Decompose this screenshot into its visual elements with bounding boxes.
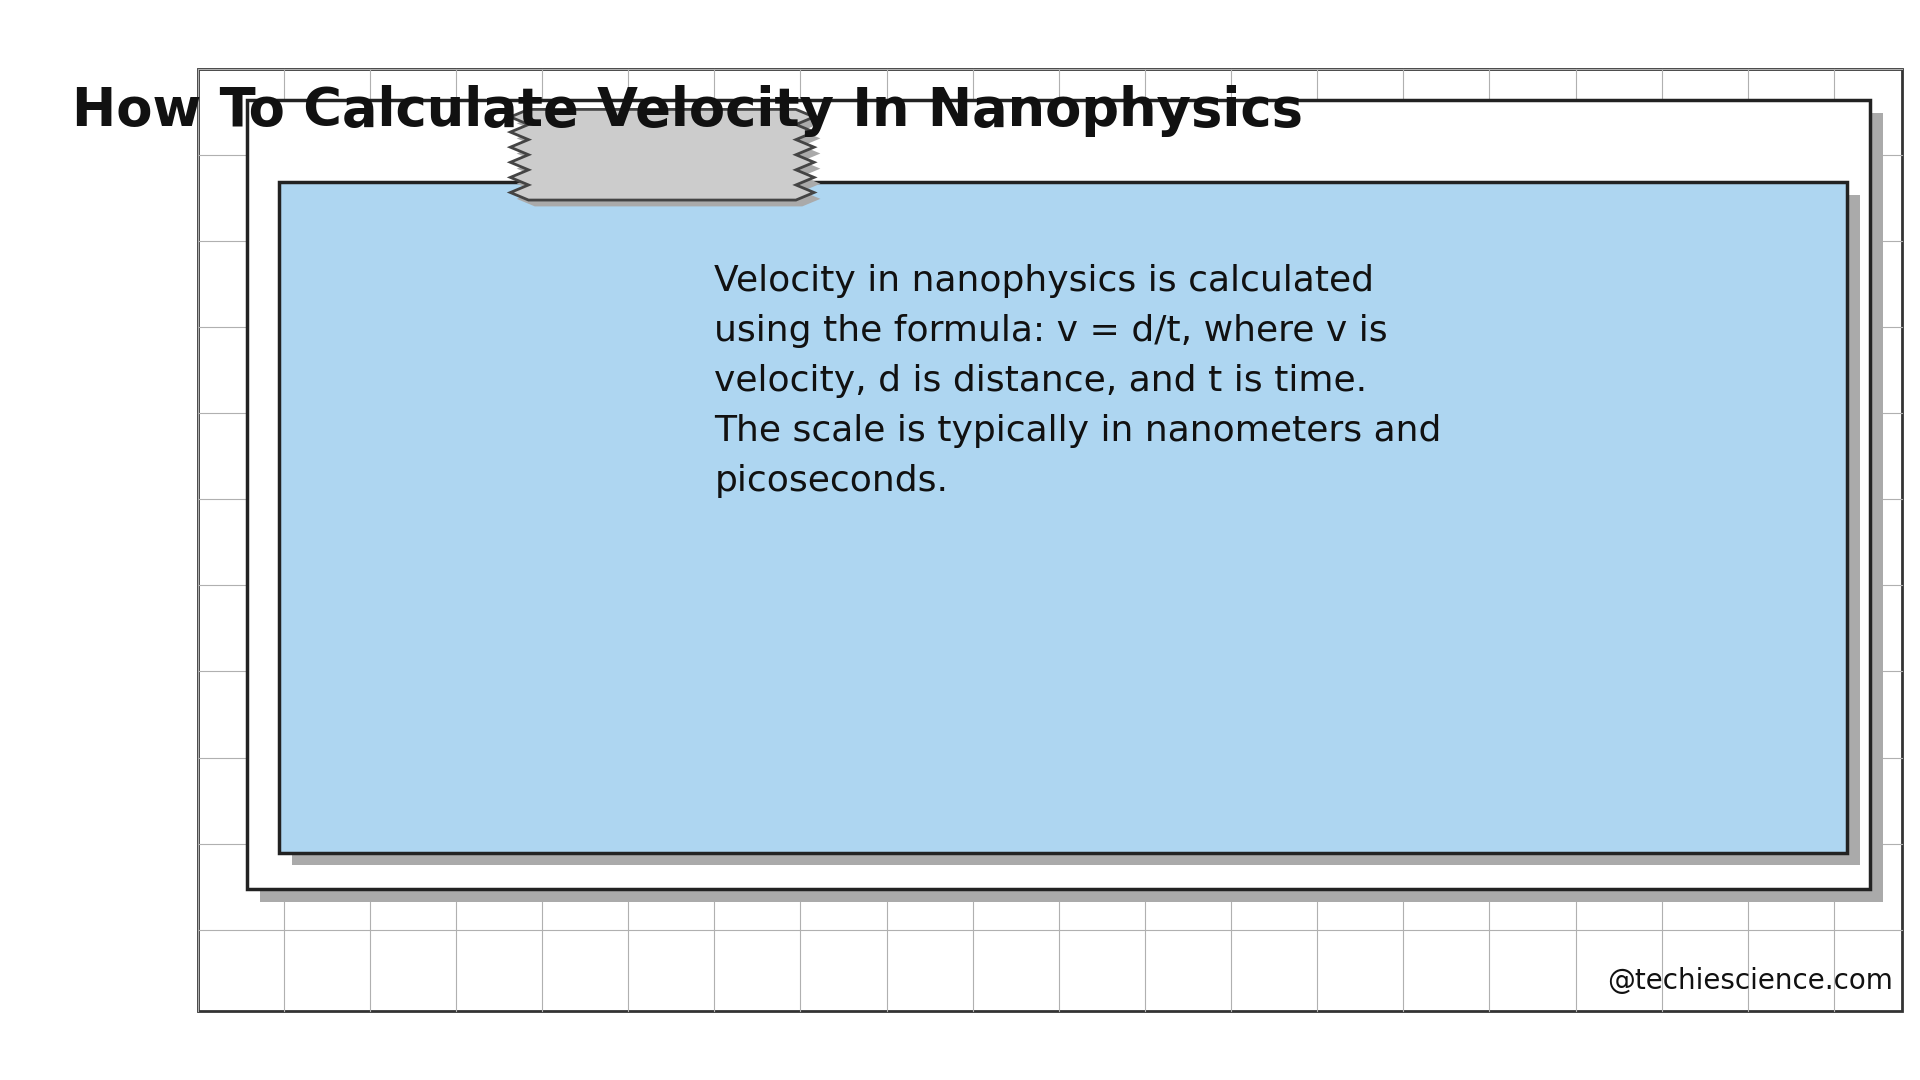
Text: Velocity in nanophysics is calculated
using the formula: v = d/t, where v is
vel: Velocity in nanophysics is calculated us… <box>714 264 1442 498</box>
Polygon shape <box>516 116 820 206</box>
Bar <box>278 181 1847 853</box>
Bar <box>261 113 1884 902</box>
Bar <box>248 100 1870 889</box>
Bar <box>292 194 1860 865</box>
Text: How To Calculate Velocity In Nanophysics: How To Calculate Velocity In Nanophysics <box>71 85 1302 137</box>
Polygon shape <box>511 109 814 200</box>
Text: @techiescience.com: @techiescience.com <box>1607 967 1893 995</box>
